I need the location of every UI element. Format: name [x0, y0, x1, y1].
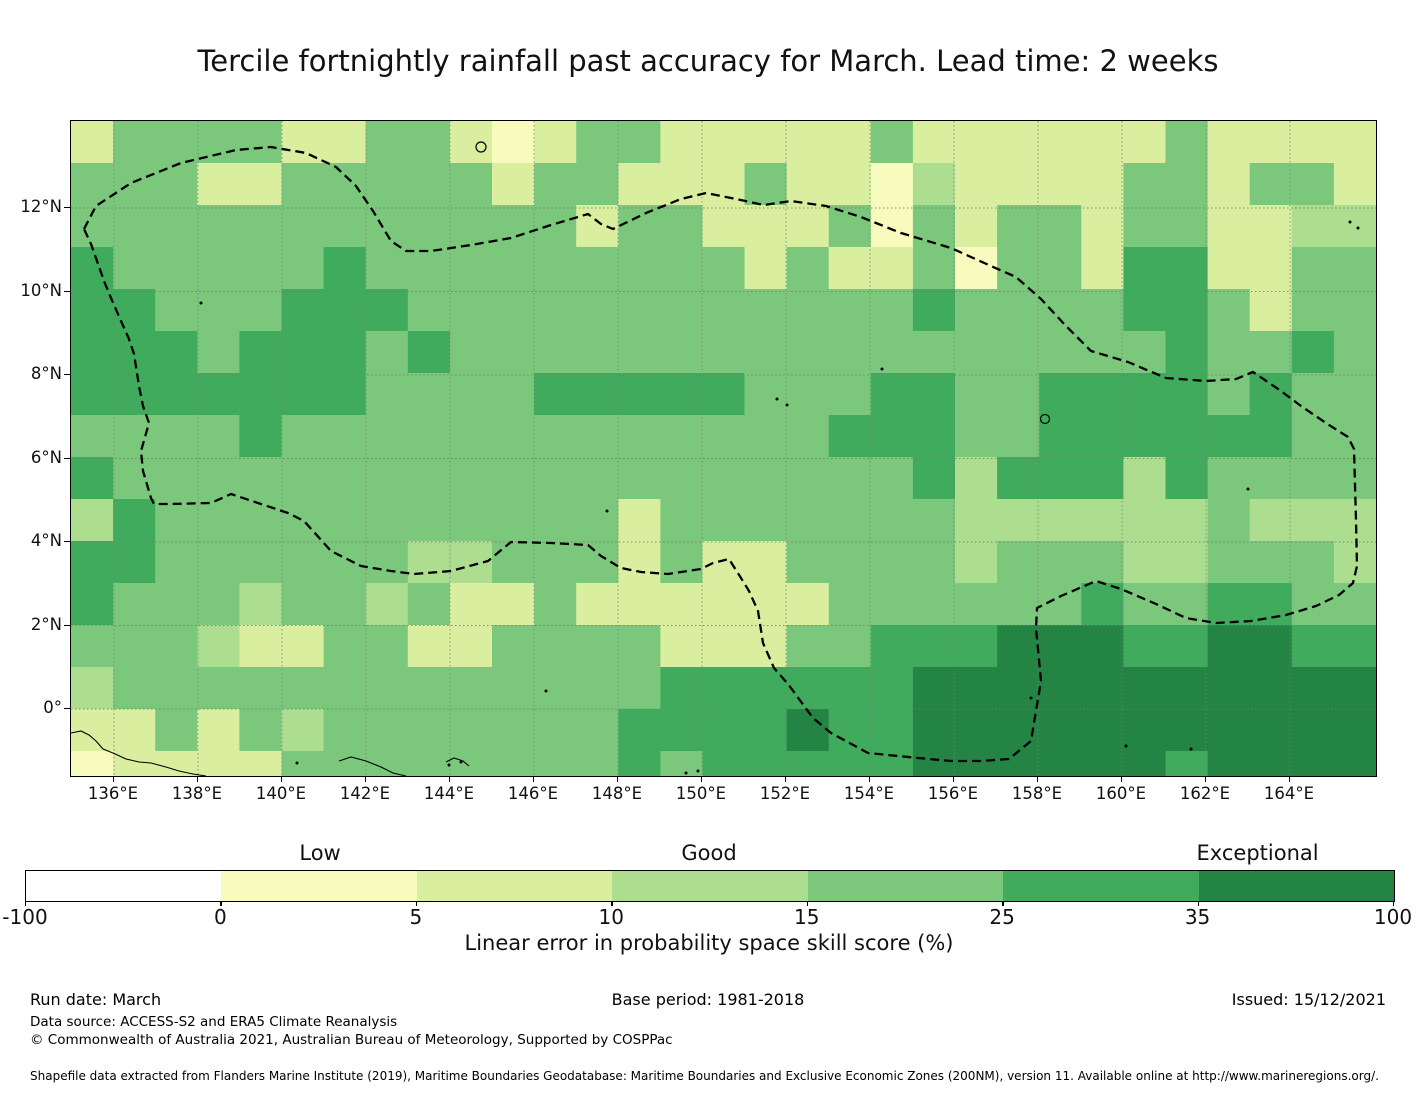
y-tick-mark [64, 708, 70, 710]
x-tick-mark [869, 776, 871, 782]
x-tick-mark [1121, 776, 1123, 782]
colorbar-tick-mark [25, 901, 27, 906]
colorbar-category-label: Low [299, 841, 341, 865]
y-tick-mark [64, 207, 70, 209]
colorbar-segment [612, 871, 808, 901]
colorbar-tick-mark [415, 901, 418, 906]
x-tick-label: 140°E [255, 784, 307, 803]
x-tick-label: 162°E [1179, 784, 1231, 803]
colorbar-tick-mark [806, 901, 809, 906]
coastline [71, 730, 470, 776]
footer-shapefile-note: Shapefile data extracted from Flanders M… [30, 1069, 1379, 1083]
x-tick-label: 146°E [507, 784, 559, 803]
colorbar [25, 870, 1395, 902]
footer-base-period: Base period: 1981-2018 [611, 990, 805, 1009]
colorbar-tick-label: 0 [214, 905, 227, 929]
x-tick-mark [365, 776, 367, 782]
x-tick-mark [281, 776, 283, 782]
colorbar-tick-mark [1002, 901, 1004, 906]
y-tick-mark [64, 457, 70, 459]
x-tick-label: 136°E [87, 784, 139, 803]
y-tick-mark [64, 541, 70, 543]
y-tick-label: 8°N [30, 364, 62, 383]
map-panel [70, 120, 1377, 777]
colorbar-segment [416, 871, 613, 901]
x-tick-mark [197, 776, 199, 782]
colorbar-category-label: Good [681, 841, 737, 865]
x-tick-label: 150°E [675, 784, 727, 803]
x-tick-mark [785, 776, 787, 782]
y-tick-mark [64, 624, 70, 626]
graticule [71, 121, 1376, 776]
colorbar-category-label: Exceptional [1196, 841, 1319, 865]
footer-copyright: © Commonwealth of Australia 2021, Austra… [30, 1032, 673, 1048]
x-tick-mark [1289, 776, 1291, 782]
x-tick-mark [113, 776, 115, 782]
colorbar-tick-mark [1393, 901, 1395, 906]
figure-title: Tercile fortnightly rainfall past accura… [197, 44, 1219, 78]
y-tick-label: 2°N [30, 614, 62, 634]
x-tick-label: 144°E [423, 784, 475, 803]
x-tick-mark [533, 776, 535, 782]
y-tick-label: 0° [43, 698, 62, 717]
colorbar-tick-label: 100 [1373, 905, 1413, 929]
x-tick-mark [701, 776, 703, 782]
colorbar-segment [26, 871, 222, 901]
x-tick-mark [617, 776, 619, 782]
heatmap-cells [71, 121, 1376, 776]
x-tick-label: 142°E [339, 784, 391, 803]
colorbar-segment [807, 871, 1004, 901]
x-tick-mark [953, 776, 955, 782]
x-tick-label: 160°E [1095, 784, 1147, 803]
colorbar-tick-label: 10 [598, 905, 624, 929]
colorbar-tick-label: 35 [1184, 905, 1211, 929]
colorbar-tick-mark [1197, 901, 1199, 906]
x-tick-label: 152°E [759, 784, 811, 803]
x-tick-label: 138°E [171, 784, 223, 803]
y-tick-mark [64, 290, 70, 292]
colorbar-segment [221, 871, 417, 901]
footer-run-date: Run date: March [30, 990, 162, 1009]
x-tick-mark [449, 776, 451, 782]
x-tick-label: 164°E [1263, 784, 1315, 803]
y-tick-label: 6°N [30, 447, 62, 467]
colorbar-tick-mark [611, 901, 613, 906]
x-tick-label: 148°E [591, 784, 643, 803]
y-tick-label: 12°N [20, 197, 62, 216]
colorbar-tick-label: 5 [409, 905, 423, 929]
x-tick-mark [1037, 776, 1039, 782]
x-tick-label: 154°E [843, 784, 895, 803]
colorbar-caption: Linear error in probability space skill … [464, 931, 954, 955]
x-tick-mark [1205, 776, 1207, 782]
colorbar-tick-mark [220, 901, 222, 906]
y-tick-label: 10°N [20, 280, 62, 300]
colorbar-tick-label: 15 [793, 905, 820, 929]
colorbar-segment [1198, 871, 1394, 901]
y-tick-mark [64, 374, 70, 376]
colorbar-segment [1003, 871, 1199, 901]
footer-issued: Issued: 15/12/2021 [1231, 990, 1386, 1009]
islands [199, 141, 1360, 775]
x-tick-label: 156°E [927, 784, 979, 803]
colorbar-tick-label: -100 [2, 905, 48, 929]
eez-boundary [82, 145, 1359, 763]
rainfall-accuracy-heatmap [71, 121, 1376, 776]
y-tick-label: 4°N [30, 531, 62, 550]
x-tick-label: 158°E [1011, 784, 1063, 803]
footer-data-source: Data source: ACCESS-S2 and ERA5 Climate … [30, 1014, 398, 1030]
colorbar-tick-label: 25 [989, 905, 1015, 929]
